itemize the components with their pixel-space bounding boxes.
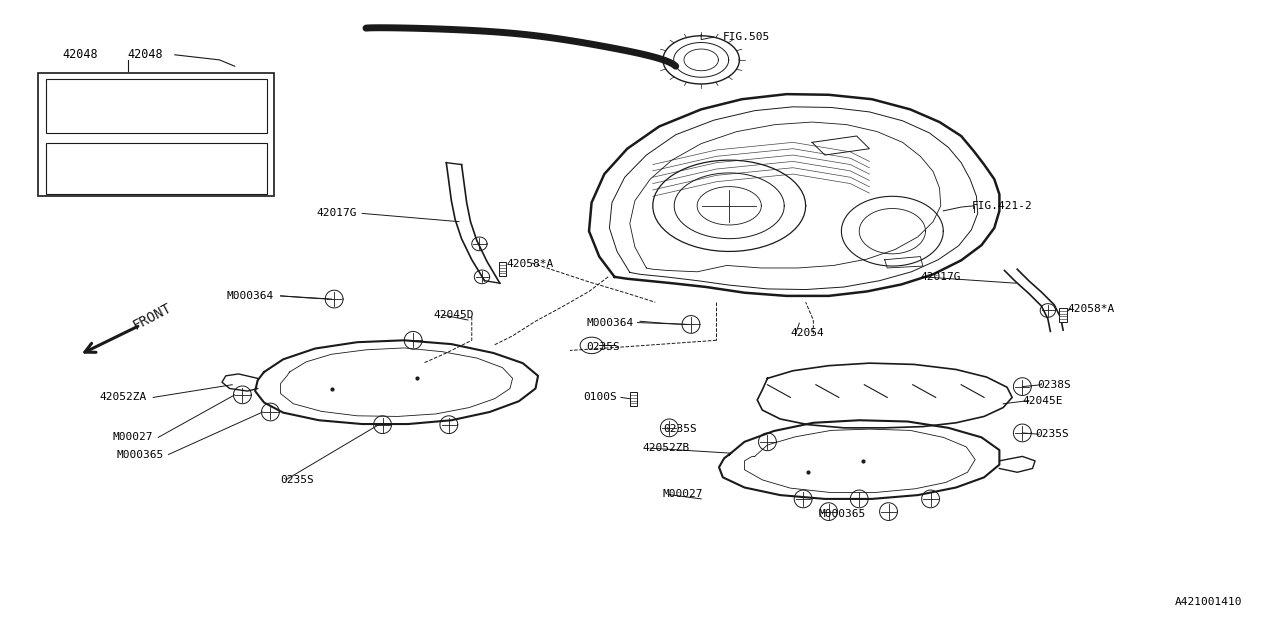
Text: 0235S: 0235S [280,475,315,485]
Text: 42045E: 42045E [1023,396,1062,406]
Text: 42017G: 42017G [920,272,961,282]
FancyBboxPatch shape [46,79,266,133]
Text: M000364: M000364 [227,291,274,301]
Text: 42058*A: 42058*A [1068,303,1114,314]
Text: 42054: 42054 [790,328,824,338]
Bar [1060,308,1068,322]
Text: 0235S: 0235S [663,424,696,434]
Bar [630,392,637,406]
Text: 42052ZB: 42052ZB [643,443,690,453]
Bar [498,262,506,276]
Text: M000365: M000365 [116,449,164,460]
Text: 42045D: 42045D [434,310,474,320]
Text: M000364: M000364 [586,317,634,328]
Text: FIG.505: FIG.505 [723,32,771,42]
FancyBboxPatch shape [46,143,266,194]
Text: ⚠ WARNI NG: ⚠ WARNI NG [81,84,134,93]
Text: 42048: 42048 [128,48,164,61]
FancyBboxPatch shape [38,72,274,196]
Text: M00027: M00027 [113,433,154,442]
Text: 0100S: 0100S [584,392,617,403]
Text: A421001410: A421001410 [1175,597,1243,607]
Text: 0238S: 0238S [1038,380,1071,390]
Text: 42048: 42048 [61,48,97,61]
Text: 0235S: 0235S [586,342,621,351]
Text: 42017G: 42017G [316,209,357,218]
Text: M00027: M00027 [663,490,704,499]
Text: ⚠ AVERTI SSEMENT: ⚠ AVERTI SSEMENT [61,146,140,155]
Text: 42058*A: 42058*A [506,259,553,269]
Text: FIG.421-2: FIG.421-2 [972,201,1032,211]
Text: 42052ZA: 42052ZA [100,392,147,403]
Text: FRONT: FRONT [131,301,174,333]
Text: 0235S: 0235S [1036,429,1069,439]
Text: M000365: M000365 [818,509,865,518]
